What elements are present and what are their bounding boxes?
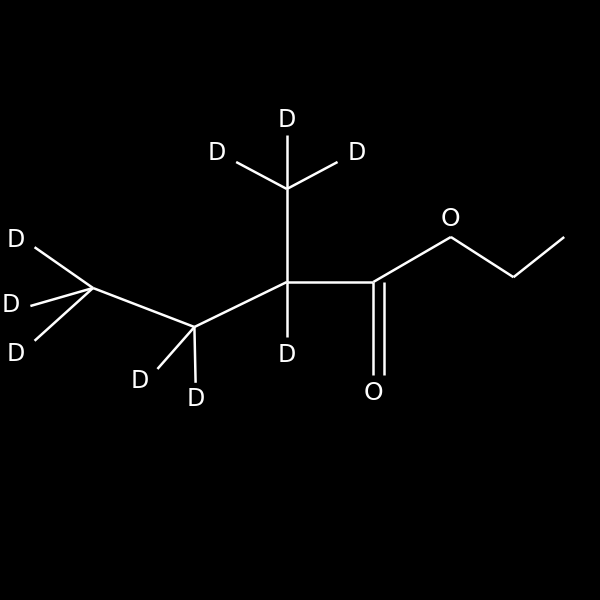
Text: D: D bbox=[347, 141, 366, 165]
Text: D: D bbox=[7, 342, 25, 366]
Text: D: D bbox=[278, 343, 296, 367]
Text: O: O bbox=[441, 207, 461, 231]
Text: O: O bbox=[364, 381, 383, 405]
Text: D: D bbox=[130, 369, 149, 393]
Text: D: D bbox=[208, 141, 226, 165]
Text: D: D bbox=[187, 387, 205, 411]
Text: D: D bbox=[278, 108, 296, 132]
Text: D: D bbox=[2, 293, 20, 317]
Text: D: D bbox=[7, 228, 25, 252]
